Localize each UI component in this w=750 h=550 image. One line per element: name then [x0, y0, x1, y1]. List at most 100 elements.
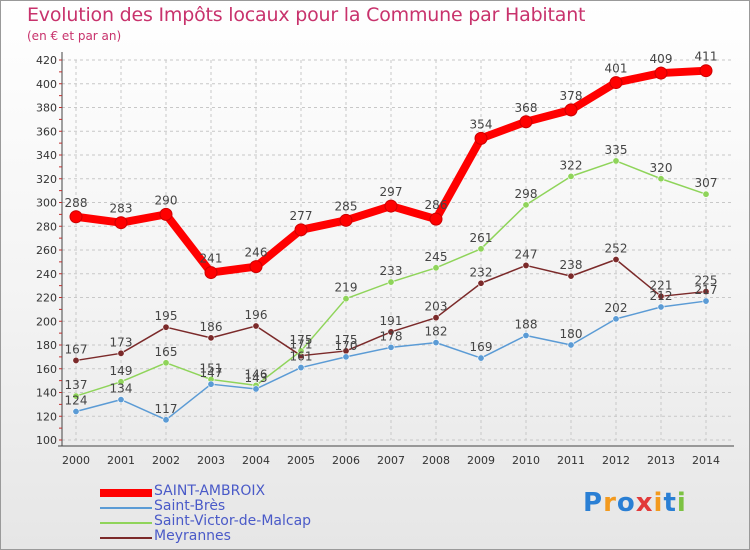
x-tick-label: 2009: [467, 454, 495, 467]
data-point: [342, 353, 350, 361]
data-point: [72, 392, 80, 400]
data-label: 277: [290, 209, 313, 223]
x-tick-label: 2012: [602, 454, 630, 467]
legend-label: Saint-Victor-de-Malcap: [154, 513, 312, 529]
legend-swatch: [100, 522, 152, 524]
data-label: 169: [470, 340, 493, 354]
data-label: 178: [380, 329, 403, 343]
data-label: 285: [335, 199, 358, 213]
data-label: 335: [605, 143, 628, 157]
data-label: 165: [155, 345, 178, 359]
data-point: [387, 328, 395, 336]
data-label: 286: [425, 198, 448, 212]
data-point: [567, 172, 575, 180]
data-point: [342, 295, 350, 303]
data-label: 241: [200, 252, 223, 266]
data-label: 261: [470, 231, 493, 245]
data-point: [117, 349, 125, 357]
data-label: 320: [650, 161, 673, 175]
y-tick-label: 420: [36, 54, 57, 67]
x-tick-label: 2002: [152, 454, 180, 467]
data-point: [477, 245, 485, 253]
x-tick-label: 2007: [377, 454, 405, 467]
data-label: 188: [515, 318, 538, 332]
data-point: [162, 359, 170, 367]
data-point: [387, 278, 395, 286]
data-point: [699, 64, 713, 78]
data-point: [564, 103, 578, 117]
data-label: 401: [605, 62, 628, 76]
legend-swatch: [100, 537, 152, 539]
data-point: [72, 356, 80, 364]
x-tick-label: 2001: [107, 454, 135, 467]
x-tick-label: 2010: [512, 454, 540, 467]
data-point: [207, 380, 215, 388]
x-tick-label: 2004: [242, 454, 270, 467]
data-point: [204, 266, 218, 280]
data-label: 203: [425, 300, 448, 314]
data-label: 182: [425, 325, 448, 339]
data-label: 161: [290, 350, 313, 364]
data-label: 134: [110, 382, 133, 396]
data-point: [384, 199, 398, 213]
data-point: [657, 303, 665, 311]
data-point: [654, 66, 668, 80]
data-label: 151: [200, 361, 223, 375]
y-tick-label: 320: [36, 173, 57, 186]
data-label: 137: [65, 378, 88, 392]
data-label: 288: [65, 196, 88, 210]
data-label: 217: [695, 283, 718, 297]
data-label: 219: [335, 281, 358, 295]
data-point: [117, 396, 125, 404]
data-label: 202: [605, 301, 628, 315]
y-tick-label: 140: [36, 387, 57, 400]
legend-label: SAINT-AMBROIX: [154, 483, 266, 499]
x-tick-label: 2011: [557, 454, 585, 467]
data-label: 233: [380, 264, 403, 278]
data-label: 411: [695, 50, 718, 64]
data-point: [387, 343, 395, 351]
data-label: 167: [65, 342, 88, 356]
data-label: 368: [515, 101, 538, 115]
chart-title: Evolution des Impôts locaux pour la Comm…: [27, 4, 586, 26]
y-tick-label: 160: [36, 363, 57, 376]
x-tick-label: 2013: [647, 454, 675, 467]
data-point: [432, 339, 440, 347]
y-tick-label: 120: [36, 410, 57, 423]
data-label: 175: [290, 333, 313, 347]
data-label: 146: [245, 367, 268, 381]
data-point: [609, 76, 623, 90]
data-label: 307: [695, 176, 718, 190]
data-point: [567, 341, 575, 349]
data-label: 186: [200, 320, 223, 334]
legend-label: Saint-Brès: [154, 498, 226, 514]
data-label: 195: [155, 309, 178, 323]
data-point: [432, 264, 440, 272]
y-tick-label: 340: [36, 149, 57, 162]
data-label: 245: [425, 250, 448, 264]
data-point: [297, 347, 305, 355]
data-point: [297, 364, 305, 372]
data-point: [294, 223, 308, 237]
data-point: [252, 322, 260, 330]
data-label: 117: [155, 402, 178, 416]
data-label: 191: [380, 314, 403, 328]
data-label: 283: [110, 202, 133, 216]
data-label: 297: [380, 185, 403, 199]
legend-swatch: [100, 489, 152, 497]
data-label: 212: [650, 289, 673, 303]
data-label: 175: [335, 333, 358, 347]
data-label: 173: [110, 335, 133, 349]
data-point: [522, 331, 530, 339]
data-point: [612, 255, 620, 263]
data-point: [612, 315, 620, 323]
x-tick-label: 2003: [197, 454, 225, 467]
data-label: 247: [515, 247, 538, 261]
data-point: [432, 314, 440, 322]
data-label: 170: [335, 339, 358, 353]
legend-label: Meyrannes: [154, 528, 231, 544]
data-point: [522, 201, 530, 209]
y-tick-label: 380: [36, 102, 57, 115]
legend-swatch: [100, 507, 152, 509]
y-tick-label: 180: [36, 339, 57, 352]
